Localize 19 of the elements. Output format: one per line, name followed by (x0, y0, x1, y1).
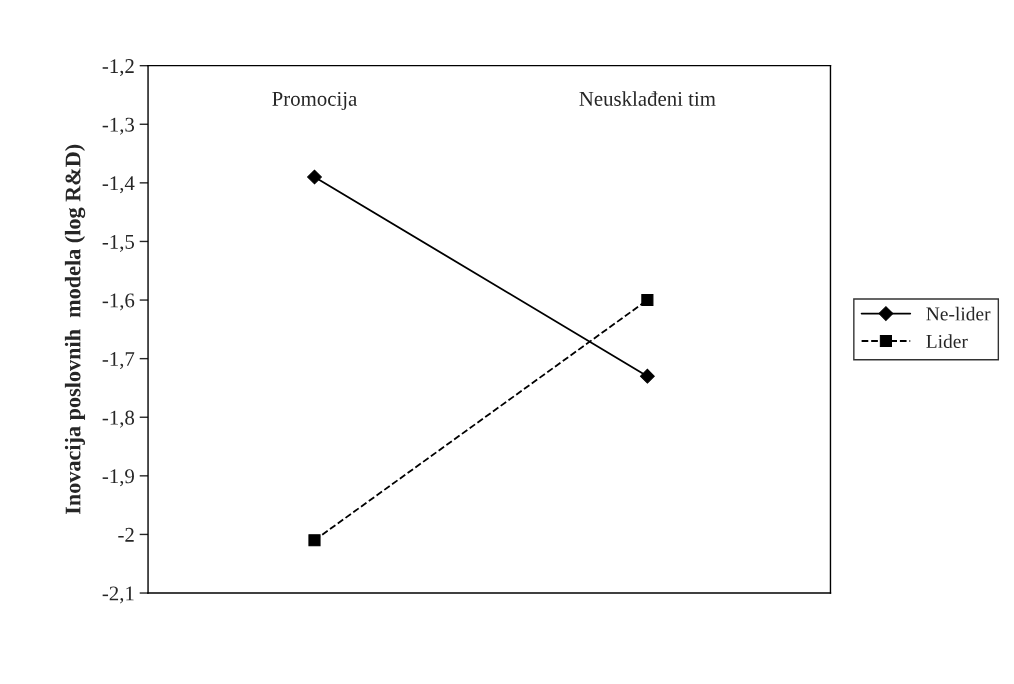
point (307, 169, 322, 185)
y-tick-label: -1,4 (102, 176, 135, 194)
point (639, 368, 655, 384)
y-tick-label: -2,1 (102, 586, 134, 604)
y-tick-label: -1,5 (102, 234, 135, 252)
y-tick-label: -1,3 (102, 117, 135, 135)
legend-label: Ne-lider (926, 306, 991, 321)
x-tick-label: Promocija (272, 91, 358, 111)
y-tick-label: -1,6 (102, 293, 135, 311)
point (308, 534, 321, 547)
y-tick-label: -1,2 (102, 59, 134, 77)
x-tick-label: Neusklađeni tim (579, 91, 716, 106)
point (641, 293, 654, 307)
y-tick-label: -2 (118, 527, 134, 542)
y-tick-label: -1,9 (102, 469, 134, 487)
y-tick-label: -1,8 (102, 410, 135, 428)
legend-label: Lider (926, 334, 968, 349)
y-tick-label: -1,7 (102, 352, 135, 370)
y-axis-title: Inovacija poslovnih modela (log R&D) (64, 144, 86, 515)
